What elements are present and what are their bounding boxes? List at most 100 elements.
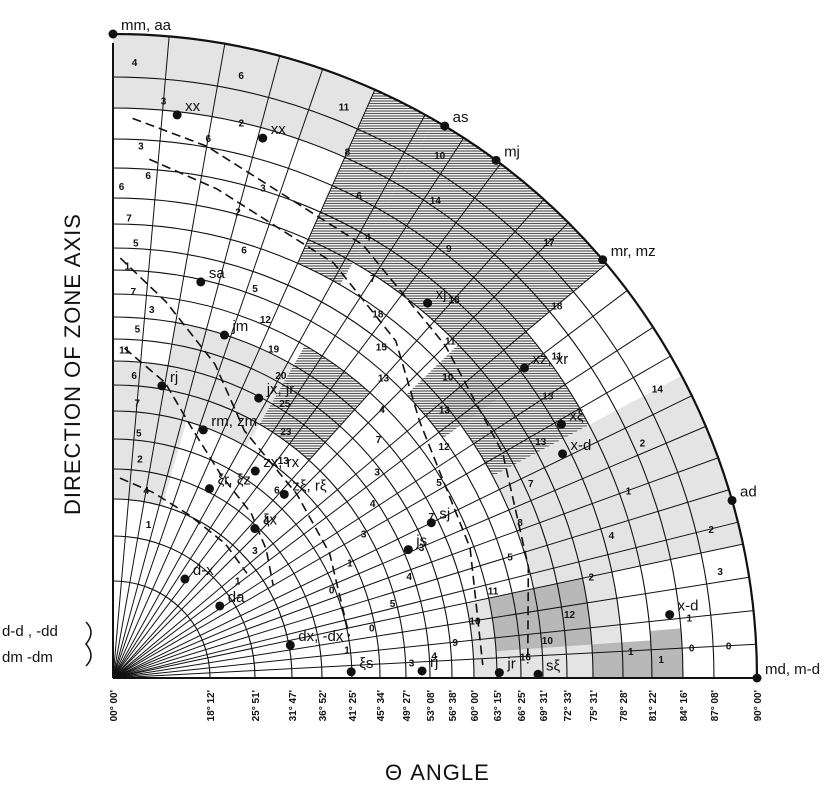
cell-number: 3 [252, 546, 258, 557]
dark-region [650, 628, 683, 678]
zone-point-label: as [453, 109, 469, 126]
zone-point-label: rj [430, 654, 438, 671]
cell-number: 13 [535, 437, 547, 448]
cell-number: 8 [517, 518, 523, 529]
shaded-region [113, 34, 375, 157]
cell-number: 12 [564, 610, 576, 621]
cell-number: 2 [238, 118, 244, 129]
origin-label-lower: dm -dm [2, 649, 53, 666]
zone-point-marker [286, 641, 295, 650]
theta-tick-label: 36° 52' [318, 690, 329, 721]
zone-point: mj [492, 143, 520, 165]
cell-number: 4 [379, 405, 385, 416]
theta-tick-label: 87° 08' [710, 690, 721, 721]
cell-number: 2 [137, 455, 143, 466]
cell-number: 2 [640, 438, 646, 449]
cell-number: 7 [134, 398, 140, 409]
theta-tick-label: 60° 00' [470, 690, 481, 721]
zone-point-marker [440, 121, 449, 130]
zone-point-label: mj [504, 143, 520, 160]
zone-point-label: mm, aa [121, 17, 172, 34]
cell-number: 6 [274, 485, 280, 496]
theta-tick-label: 53° 08' [426, 690, 437, 721]
zone-point: ξr, ξz [205, 472, 251, 494]
theta-tick-label: 90° 00' [753, 690, 764, 721]
origin-label-upper: d-d , -dd [2, 623, 58, 640]
cell-number: 3 [161, 97, 167, 108]
cell-number: 18 [449, 295, 461, 306]
theta-tick-label: 78° 28' [619, 690, 630, 721]
zone-point-marker [196, 277, 205, 286]
zone-point-marker [250, 524, 259, 533]
cell-number: 1 [658, 655, 664, 666]
theta-tick-label: 66° 25' [517, 690, 528, 721]
theta-tick-label: 00° 00' [109, 690, 120, 721]
zone-point-label: jr [506, 656, 515, 673]
cell-number: 18 [551, 302, 563, 313]
theta-tick-label: 41° 25' [348, 690, 359, 721]
cell-number: 0 [689, 644, 695, 655]
theta-tick-label: 25° 51' [251, 690, 262, 721]
theta-tick-label: 81° 22' [648, 690, 659, 721]
zone-point-marker [520, 363, 529, 372]
zone-point: jm [220, 318, 248, 340]
cell-number: 3 [149, 305, 155, 316]
cell-number: 6 [131, 371, 137, 382]
cell-number: 0 [369, 624, 375, 635]
zone-point: x-d [665, 598, 698, 620]
cell-number: 6 [238, 71, 244, 82]
zone-point-label: x-d [678, 598, 699, 615]
cell-number: 1 [344, 645, 350, 656]
zone-point-label: xx [271, 121, 287, 138]
cell-number: 10 [542, 636, 554, 647]
zone-point-label: jx, jr [266, 381, 295, 398]
zone-point-label: ad [740, 483, 757, 500]
cell-number: 17 [543, 238, 555, 249]
cell-number: 15 [376, 343, 388, 354]
cell-number: 6 [119, 182, 125, 193]
zone-point: da [215, 589, 245, 611]
zone-point-marker [180, 575, 189, 584]
cell-number: 3 [374, 468, 380, 479]
cell-number: 2 [589, 572, 595, 583]
zone-point-marker [157, 381, 166, 390]
zone-point: zξ, rξ [280, 477, 327, 499]
cell-number: 2 [708, 525, 714, 536]
zone-point-marker [254, 394, 263, 403]
zone-point-label: ξx [263, 512, 278, 529]
zone-point-marker [558, 449, 567, 458]
cell-number: 11 [445, 337, 456, 348]
zone-point: ξx [250, 512, 277, 534]
cell-number: 7 [528, 479, 534, 490]
theta-tick-label: 56° 38' [448, 690, 459, 721]
zone-point-marker [423, 299, 432, 308]
cell-number: 12 [439, 442, 451, 453]
cell-number: 11 [339, 102, 350, 113]
zone-point-label: mr, mz [611, 243, 656, 260]
zone-point-marker [347, 667, 356, 676]
cell-number: 3 [138, 142, 144, 153]
theta-tick-label: 18° 12' [206, 690, 217, 721]
cell-number: 6 [205, 134, 211, 145]
cell-number: 12 [260, 315, 272, 326]
cell-number: 3 [717, 567, 723, 578]
zone-point-label: da [228, 589, 245, 606]
cell-number: 25 [279, 399, 291, 410]
zone-point-label: sξ [546, 657, 561, 674]
zone-point-marker [598, 255, 607, 264]
cell-number: 1 [146, 520, 152, 531]
zone-point-label: xξ [569, 407, 584, 424]
zone-point-label: xj [436, 286, 447, 303]
zone-point-label: xx [185, 98, 201, 115]
theta-tick-label: 75° 31' [589, 690, 600, 721]
cell-number: 7 [370, 274, 376, 285]
zone-point: ad [728, 483, 757, 505]
zone-point-marker [199, 425, 208, 434]
theta-tick-labels: 00° 00' 18° 12' 25° 51' 31° 47' 36° 52' 41° 2… [109, 690, 764, 721]
cell-number: 6 [145, 171, 151, 182]
zone-point-label: md, m-d [765, 661, 820, 678]
cell-number: 2 [235, 207, 241, 218]
zone-point-label: x-d [571, 437, 592, 454]
cell-number: 3 [409, 658, 415, 669]
cell-number: 9 [446, 244, 452, 255]
